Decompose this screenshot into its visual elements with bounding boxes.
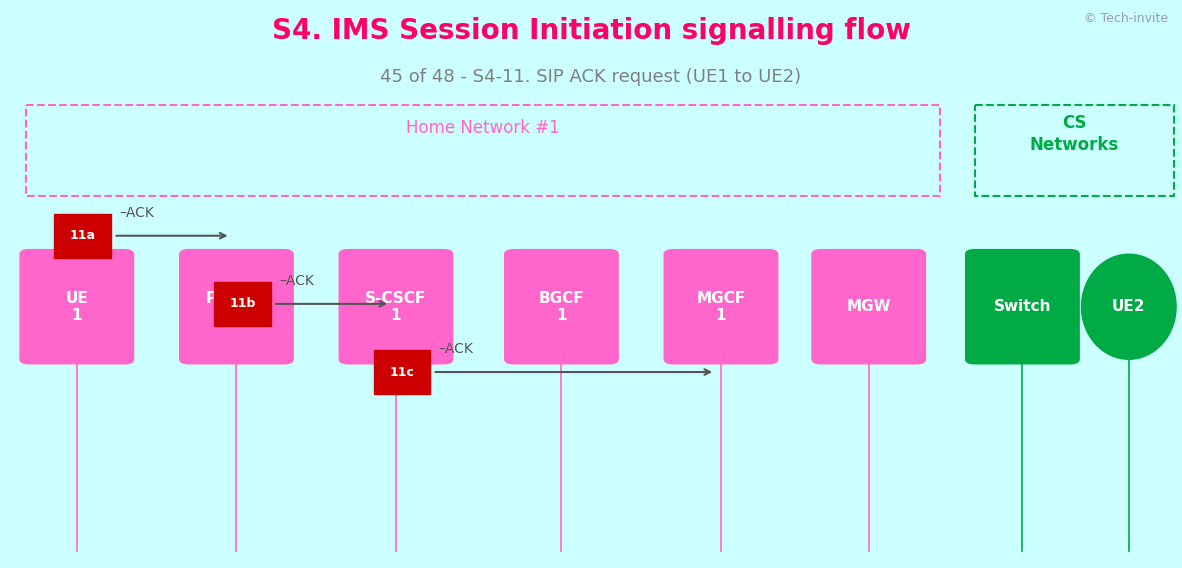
FancyBboxPatch shape xyxy=(966,249,1079,364)
Text: –ACK: –ACK xyxy=(439,342,474,356)
Text: Switch: Switch xyxy=(994,299,1051,314)
FancyBboxPatch shape xyxy=(374,350,430,394)
Text: © Tech-invite: © Tech-invite xyxy=(1084,12,1168,26)
FancyBboxPatch shape xyxy=(812,249,926,364)
Text: 11b: 11b xyxy=(229,298,255,310)
Text: MGCF
1: MGCF 1 xyxy=(696,290,746,323)
FancyBboxPatch shape xyxy=(214,282,271,326)
Text: 11a: 11a xyxy=(70,229,96,242)
Text: Home Network #1: Home Network #1 xyxy=(405,119,560,137)
Text: BGCF
1: BGCF 1 xyxy=(539,290,584,323)
FancyBboxPatch shape xyxy=(54,214,111,258)
FancyBboxPatch shape xyxy=(339,249,453,364)
Text: MGW: MGW xyxy=(846,299,891,314)
Text: 11c: 11c xyxy=(389,366,415,378)
Text: S4. IMS Session Initiation signalling flow: S4. IMS Session Initiation signalling fl… xyxy=(272,17,910,45)
Ellipse shape xyxy=(1082,254,1176,360)
Text: S-CSCF
1: S-CSCF 1 xyxy=(365,290,427,323)
Text: CS
Networks: CS Networks xyxy=(1030,114,1119,154)
FancyBboxPatch shape xyxy=(20,249,134,364)
Text: UE2: UE2 xyxy=(1112,299,1145,314)
Text: UE
1: UE 1 xyxy=(65,290,89,323)
Text: 45 of 48 - S4-11. SIP ACK request (UE1 to UE2): 45 of 48 - S4-11. SIP ACK request (UE1 t… xyxy=(381,68,801,86)
Text: –ACK: –ACK xyxy=(279,274,314,288)
FancyBboxPatch shape xyxy=(180,249,293,364)
Text: P-CSCF
1: P-CSCF 1 xyxy=(206,290,267,323)
FancyBboxPatch shape xyxy=(664,249,778,364)
Text: –ACK: –ACK xyxy=(119,206,155,220)
FancyBboxPatch shape xyxy=(505,249,618,364)
